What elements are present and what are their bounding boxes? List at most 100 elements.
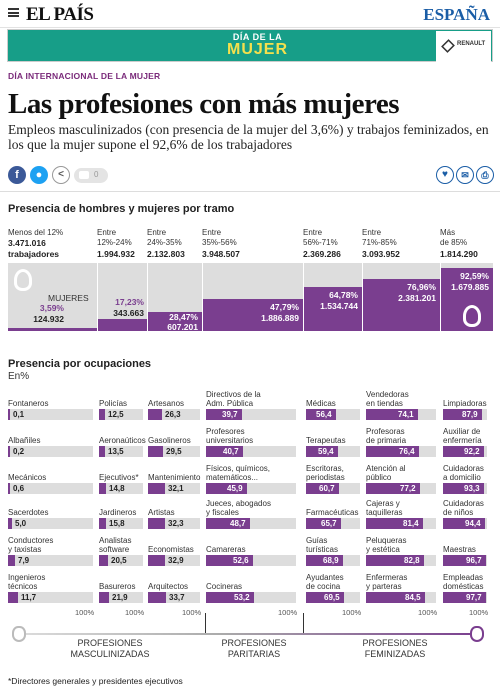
occupation-item[interactable]: Jueces, abogados y fiscales 48,7 — [206, 489, 296, 529]
occupation-fill — [99, 409, 105, 420]
occupation-item[interactable]: Basureros 21,9 — [99, 563, 143, 603]
occupation-value: 14,8 — [109, 484, 125, 493]
occupation-item[interactable]: Guías turísticas 68,9 — [306, 526, 360, 566]
occupation-item[interactable]: Artesanos 26,3 — [148, 380, 200, 420]
women-bar — [97, 319, 148, 331]
occupation-item[interactable]: Profesoras de primaria 76,4 — [366, 417, 436, 457]
subhead: Empleos masculinizados (con presencia de… — [8, 122, 489, 152]
occupation-item[interactable]: Maestras 96,7 — [443, 526, 487, 566]
occupation-value: 20,5 — [111, 556, 127, 565]
sponsor-box[interactable]: RENAULT — [436, 31, 491, 62]
occupation-fill — [206, 446, 243, 457]
occupation-track — [443, 555, 487, 566]
occupation-item[interactable]: Albañiles 0,2 — [8, 417, 93, 457]
occupation-fill — [206, 518, 250, 529]
occupation-track — [8, 592, 93, 603]
occupation-item[interactable]: Aeronaúticos 13,5 — [99, 417, 146, 457]
women-bar — [362, 279, 440, 331]
occupation-item[interactable]: Artistas 32,3 — [148, 489, 200, 529]
group-par-l2: PARITARIAS — [227, 649, 281, 659]
heart-icon[interactable]: ♥ — [436, 166, 454, 184]
occupation-fill — [148, 592, 166, 603]
occupation-label: Médicas — [306, 399, 336, 408]
occupation-item[interactable]: Mantenimiento 32,1 — [148, 454, 200, 494]
occupation-value: 77,2 — [400, 484, 416, 493]
occupation-item[interactable]: Atención al público 77,2 — [366, 454, 436, 494]
occupation-item[interactable]: Terapeutas 59,4 — [306, 417, 360, 457]
occupation-item[interactable]: Ejecutivos* 14,8 — [99, 454, 143, 494]
occupation-item[interactable]: Jardineros 15,8 — [99, 489, 143, 529]
occupation-value: 69,5 — [324, 593, 340, 602]
facebook-icon[interactable]: f — [8, 166, 26, 184]
occupation-fill — [443, 592, 486, 603]
comments-button[interactable]: 0 — [74, 168, 108, 183]
occupation-item[interactable]: Cocineras 53,2 — [206, 563, 296, 603]
occupation-value: 56,4 — [316, 410, 332, 419]
occupation-label: Farmacéuticas — [306, 508, 359, 517]
women-bar — [147, 312, 202, 331]
occupation-label: Terapeutas — [306, 436, 346, 445]
occupation-item[interactable]: Ingenieros técnicos 11,7 — [8, 563, 93, 603]
occupation-item[interactable]: Gasolineros 29,5 — [148, 417, 200, 457]
occupation-item[interactable]: Analistas software 20,5 — [99, 526, 143, 566]
occupation-item[interactable]: Economistas 32,9 — [148, 526, 200, 566]
occupation-item[interactable]: Vendedoras en tiendas 74,1 — [366, 380, 436, 420]
occupation-item[interactable]: Camareras 52,6 — [206, 526, 296, 566]
special-banner[interactable]: DÍA DE LA MUJER RENAULT — [7, 29, 493, 62]
occupation-item[interactable]: Arquitectos 33,7 — [148, 563, 200, 603]
occupation-label: Policías — [99, 399, 128, 408]
bar-separator — [362, 263, 363, 331]
site-logo[interactable]: EL PAÍS — [26, 4, 94, 25]
twitter-icon[interactable]: ● — [30, 166, 48, 184]
occupation-item[interactable]: Profesores universitarios 40,7 — [206, 417, 296, 457]
occupation-track — [366, 592, 436, 603]
kicker[interactable]: DÍA INTERNACIONAL DE LA MUJER — [8, 71, 161, 81]
tramo-range: Entre 35%-56% — [202, 228, 237, 247]
occupation-label: Gasolineros — [148, 436, 191, 445]
occupation-value: 33,7 — [169, 593, 185, 602]
occupation-item[interactable]: Cuidadoras de niños 94,4 — [443, 489, 487, 529]
occupation-item[interactable]: Escritoras, periodistas 60,7 — [306, 454, 360, 494]
occupation-item[interactable]: Enfermeras y parteras 84,5 — [366, 563, 436, 603]
hamburger-menu-icon[interactable] — [8, 8, 19, 17]
bar-separator — [147, 263, 148, 331]
occupation-label: Cocineras — [206, 582, 243, 591]
occupation-label: Auxiliar de enfermería — [443, 427, 482, 445]
occupation-item[interactable]: Mecánicos 0,6 — [8, 454, 93, 494]
occupation-item[interactable]: Directivos de la Adm. Pública 39,7 — [206, 380, 296, 420]
occupation-item[interactable]: Empleadas domésticas 97,7 — [443, 563, 487, 603]
occupation-value: 87,9 — [462, 410, 478, 419]
occupation-item[interactable]: Conductores y taxistas 7,9 — [8, 526, 93, 566]
occupation-item[interactable]: Cajeras y taquilleras 81,4 — [366, 489, 436, 529]
occupation-value: 84,5 — [405, 593, 421, 602]
share-icon[interactable]: < — [52, 166, 70, 184]
occupation-item[interactable]: Policías 12,5 — [99, 380, 143, 420]
occupation-item[interactable]: Farmacéuticas 65,7 — [306, 489, 360, 529]
occupation-item[interactable]: Fontaneros 0,1 — [8, 380, 93, 420]
occupation-track — [366, 409, 436, 420]
group-divider — [205, 613, 206, 635]
occupation-item[interactable]: Auxiliar de enfermería 92,2 — [443, 417, 487, 457]
print-icon[interactable]: ⎙ — [476, 166, 494, 184]
occupation-item[interactable]: Físicos, químicos, matemáticos... 45,9 — [206, 454, 296, 494]
occupation-track — [8, 555, 93, 566]
bar-separator — [440, 263, 441, 331]
occupation-item[interactable]: Limpiadoras 87,9 — [443, 380, 487, 420]
occupation-value: 94,4 — [465, 519, 481, 528]
occupation-item[interactable]: Sacerdotes 5,0 — [8, 489, 93, 529]
occupation-item[interactable]: Cuidadoras a domicilio 93,3 — [443, 454, 487, 494]
mail-icon[interactable]: ✉ — [456, 166, 474, 184]
occupation-label: Maestras — [443, 545, 476, 554]
occupation-item[interactable]: Médicas 56,4 — [306, 380, 360, 420]
occupation-value: 0,2 — [13, 447, 25, 456]
occupation-value: 60,7 — [319, 484, 335, 493]
occupation-label: Mantenimiento — [148, 473, 201, 482]
occupation-item[interactable]: Peluqueras y estética 82,8 — [366, 526, 436, 566]
occupation-label: Economistas — [148, 545, 194, 554]
edition-link[interactable]: ESPAÑA — [423, 5, 490, 24]
hundred-label: 100% — [278, 608, 298, 617]
occupation-item[interactable]: Ayudantes de cocina 69,5 — [306, 563, 360, 603]
occupation-track — [366, 446, 436, 457]
tramo-pct: 76,96% — [407, 282, 436, 292]
bar-separator — [202, 263, 203, 331]
